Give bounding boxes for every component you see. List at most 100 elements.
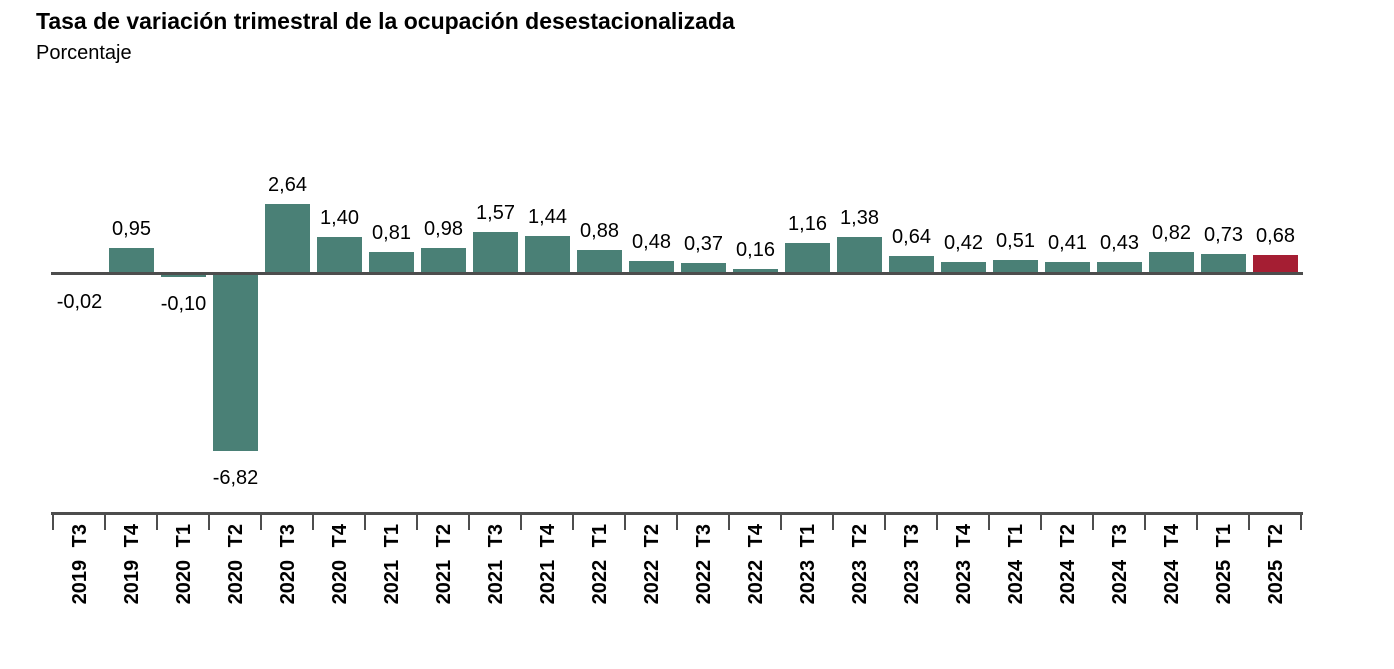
bar-value-label: 0,98 bbox=[424, 218, 463, 240]
axis-tick-label: 2023 T3 bbox=[900, 524, 923, 605]
axis-tick bbox=[571, 515, 574, 530]
axis-tick bbox=[1143, 515, 1146, 530]
zero-axis-line bbox=[51, 272, 1303, 275]
axis-tick-label: 2022 T3 bbox=[692, 524, 715, 605]
chart-title: Tasa de variación trimestral de la ocupa… bbox=[36, 8, 735, 34]
bar bbox=[421, 248, 466, 273]
axis-tick bbox=[727, 515, 730, 530]
bar-value-label: 1,44 bbox=[528, 206, 567, 228]
bar bbox=[525, 236, 570, 273]
axis-tick-label: 2019 T3 bbox=[68, 524, 91, 605]
axis-tick bbox=[415, 515, 418, 530]
axis-tick-label: 2020 T3 bbox=[276, 524, 299, 605]
axis-tick bbox=[831, 515, 834, 530]
axis-tick bbox=[883, 515, 886, 530]
bar-value-label: 0,41 bbox=[1048, 232, 1087, 254]
bar bbox=[941, 262, 986, 273]
bar-value-label: 0,48 bbox=[632, 231, 671, 253]
bar-value-label: 0,81 bbox=[372, 222, 411, 244]
bar bbox=[1201, 254, 1246, 273]
axis-tick bbox=[1247, 515, 1250, 530]
bar-value-label: -6,82 bbox=[212, 467, 259, 489]
bar-value-label: 1,38 bbox=[840, 207, 879, 229]
axis-tick bbox=[155, 515, 158, 530]
axis-tick-label: 2024 T2 bbox=[1056, 524, 1079, 605]
bar bbox=[889, 256, 934, 273]
axis-tick-label: 2021 T4 bbox=[536, 524, 559, 605]
axis-tick-label: 2021 T2 bbox=[432, 524, 455, 605]
bar-value-label: 0,43 bbox=[1100, 232, 1139, 254]
bar bbox=[109, 248, 154, 273]
bar-value-label: 2,64 bbox=[268, 174, 307, 196]
bar bbox=[213, 274, 258, 451]
bar bbox=[1045, 262, 1090, 273]
axis-tick-label: 2020 T1 bbox=[172, 524, 195, 605]
axis-tick-label: 2022 T4 bbox=[744, 524, 767, 605]
axis-tick bbox=[675, 515, 678, 530]
bar-value-label: 0,88 bbox=[580, 220, 619, 242]
axis-tick bbox=[1299, 515, 1302, 530]
bar-value-label: 0,37 bbox=[684, 233, 723, 255]
bar bbox=[629, 261, 674, 273]
bar bbox=[317, 237, 362, 273]
axis-tick-label: 2025 T1 bbox=[1212, 524, 1235, 605]
bar-value-label: 0,16 bbox=[736, 239, 775, 261]
bar-value-label: 0,82 bbox=[1152, 222, 1191, 244]
bar bbox=[577, 250, 622, 273]
axis-tick bbox=[623, 515, 626, 530]
chart-subtitle: Porcentaje bbox=[36, 42, 132, 64]
axis-tick-label: 2024 T4 bbox=[1160, 524, 1183, 605]
axis-tick bbox=[779, 515, 782, 530]
bar-value-label: 0,73 bbox=[1204, 224, 1243, 246]
axis-tick-label: 2020 T2 bbox=[224, 524, 247, 605]
axis-tick-label: 2025 T2 bbox=[1264, 524, 1287, 605]
axis-tick bbox=[363, 515, 366, 530]
axis-tick bbox=[311, 515, 314, 530]
bar-value-label: -0,10 bbox=[160, 293, 207, 315]
axis-tick-label: 2022 T2 bbox=[640, 524, 663, 605]
bar-highlighted bbox=[1253, 255, 1298, 273]
axis-tick bbox=[259, 515, 262, 530]
bar bbox=[265, 204, 310, 273]
axis-tick-label: 2023 T2 bbox=[848, 524, 871, 605]
bar bbox=[473, 232, 518, 273]
bar bbox=[837, 237, 882, 273]
axis-tick-label: 2023 T1 bbox=[796, 524, 819, 605]
axis-tick bbox=[207, 515, 210, 530]
bar-value-label: 1,16 bbox=[788, 213, 827, 235]
bar-value-label: 0,51 bbox=[996, 230, 1035, 252]
axis-tick-label: 2024 T1 bbox=[1004, 524, 1027, 605]
axis-tick bbox=[467, 515, 470, 530]
axis-tick-label: 2023 T4 bbox=[952, 524, 975, 605]
bar bbox=[1149, 252, 1194, 273]
bar bbox=[993, 260, 1038, 273]
axis-tick-label: 2024 T3 bbox=[1108, 524, 1131, 605]
bar bbox=[785, 243, 830, 273]
bar-value-label: 1,57 bbox=[476, 202, 515, 224]
x-axis-line bbox=[51, 512, 1303, 515]
bar-value-label: 0,95 bbox=[112, 218, 151, 240]
axis-tick bbox=[519, 515, 522, 530]
bar-value-label: -0,02 bbox=[56, 291, 103, 313]
axis-tick-label: 2021 T1 bbox=[380, 524, 403, 605]
axis-tick bbox=[935, 515, 938, 530]
axis-tick-label: 2021 T3 bbox=[484, 524, 507, 605]
axis-tick bbox=[51, 515, 54, 530]
bar bbox=[733, 269, 778, 273]
bar bbox=[681, 263, 726, 273]
bar bbox=[161, 274, 206, 277]
axis-tick-label: 2019 T4 bbox=[120, 524, 143, 605]
bar-value-label: 0,64 bbox=[892, 226, 931, 248]
axis-tick bbox=[1195, 515, 1198, 530]
axis-tick bbox=[987, 515, 990, 530]
axis-tick bbox=[103, 515, 106, 530]
axis-tick bbox=[1091, 515, 1094, 530]
bar bbox=[369, 252, 414, 273]
bar-value-label: 0,68 bbox=[1256, 225, 1295, 247]
bar-value-label: 0,42 bbox=[944, 232, 983, 254]
axis-tick-label: 2022 T1 bbox=[588, 524, 611, 605]
bar-value-label: 1,40 bbox=[320, 207, 359, 229]
axis-tick-label: 2020 T4 bbox=[328, 524, 351, 605]
